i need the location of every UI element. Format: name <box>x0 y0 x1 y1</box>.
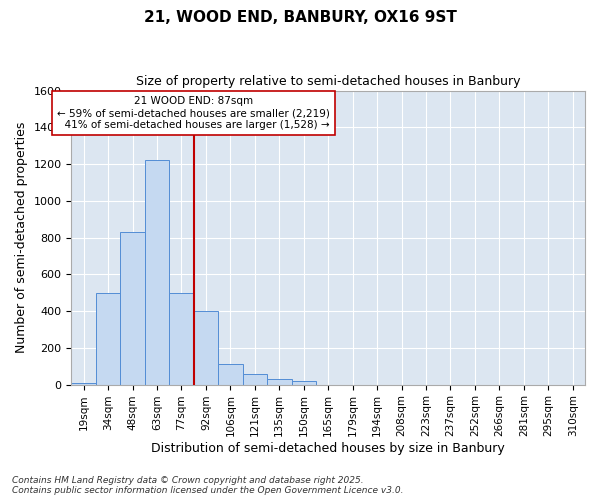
Y-axis label: Number of semi-detached properties: Number of semi-detached properties <box>15 122 28 354</box>
Title: Size of property relative to semi-detached houses in Banbury: Size of property relative to semi-detach… <box>136 75 520 88</box>
Bar <box>292 381 316 384</box>
Bar <box>145 160 169 384</box>
X-axis label: Distribution of semi-detached houses by size in Banbury: Distribution of semi-detached houses by … <box>151 442 505 455</box>
Bar <box>194 311 218 384</box>
Bar <box>218 364 242 384</box>
Text: 21, WOOD END, BANBURY, OX16 9ST: 21, WOOD END, BANBURY, OX16 9ST <box>143 10 457 25</box>
Text: Contains HM Land Registry data © Crown copyright and database right 2025.
Contai: Contains HM Land Registry data © Crown c… <box>12 476 404 495</box>
Bar <box>267 379 292 384</box>
Bar <box>242 374 267 384</box>
Bar <box>71 383 96 384</box>
Bar <box>96 292 121 384</box>
Bar <box>121 232 145 384</box>
Text: 21 WOOD END: 87sqm
← 59% of semi-detached houses are smaller (2,219)
  41% of se: 21 WOOD END: 87sqm ← 59% of semi-detache… <box>57 96 330 130</box>
Bar <box>169 292 194 384</box>
